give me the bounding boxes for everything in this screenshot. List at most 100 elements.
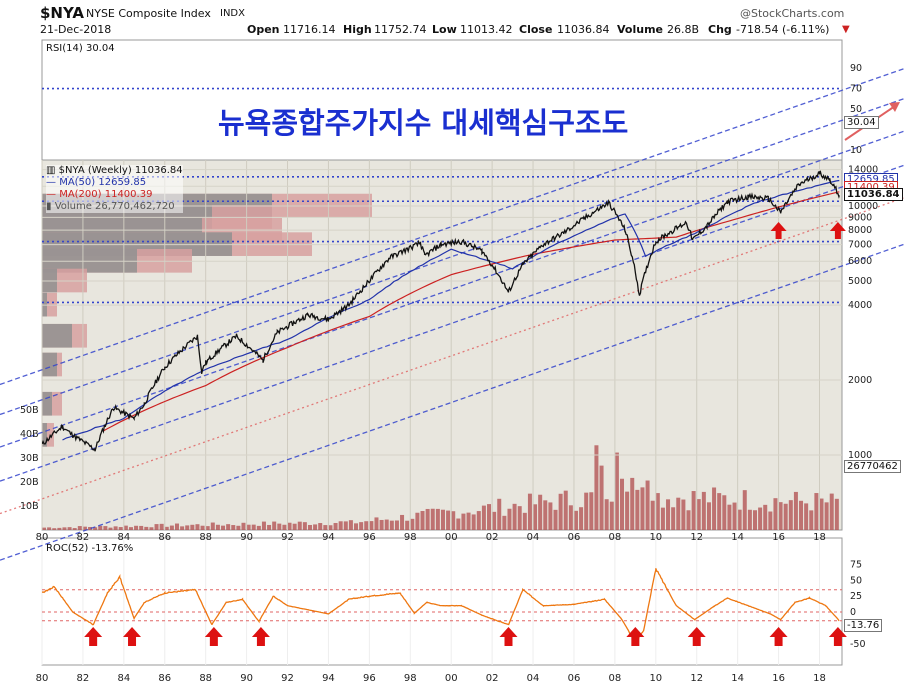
volume-bar <box>696 499 701 530</box>
volume-bar <box>42 527 46 530</box>
volume-bar <box>497 498 502 530</box>
price-tick-label: 8000 <box>848 225 872 236</box>
volume-bar <box>584 492 589 530</box>
volume-bar <box>752 510 757 530</box>
x-tick-label-bottom: 90 <box>240 673 253 684</box>
volume-bar <box>389 520 394 530</box>
volume-tick-label: 30B <box>20 453 39 464</box>
x-tick-label: 12 <box>690 532 703 543</box>
volume-bar <box>118 527 123 530</box>
price-legend: ▥ $NYA (Weekly) 11036.84 — MA(50) 12659.… <box>46 165 183 213</box>
support-arrow <box>828 627 847 646</box>
volume-bar <box>333 522 338 530</box>
x-tick-label: 04 <box>527 532 540 543</box>
low-value: 11013.42 <box>460 23 513 36</box>
volume-bar <box>553 509 558 530</box>
volume-bar <box>722 495 727 530</box>
x-tick-label-bottom: 06 <box>568 673 581 684</box>
volume-bar <box>174 523 179 530</box>
legend-ma50-text: MA(50) 12659.85 <box>59 177 147 188</box>
price-series <box>42 170 840 452</box>
volume-bar <box>394 520 399 530</box>
volume-bar <box>425 508 430 530</box>
x-tick-label-bottom: 88 <box>199 673 212 684</box>
volume-bar <box>261 521 266 530</box>
volume-bar <box>256 525 261 530</box>
x-tick-label: 84 <box>117 532 130 543</box>
volume-bar <box>215 524 220 530</box>
x-tick-label: 80 <box>36 532 49 543</box>
volume-bar <box>328 525 333 530</box>
dropdown-icon[interactable]: ▼ <box>842 24 850 35</box>
volume-bar <box>799 500 804 530</box>
x-tick-label: 96 <box>363 532 376 543</box>
open-value: 11716.14 <box>283 23 336 36</box>
volume-bar <box>430 508 435 530</box>
volume-bar <box>783 503 788 530</box>
volume-bar <box>476 511 481 530</box>
volume-bar <box>512 503 517 530</box>
high-label: High <box>343 23 372 36</box>
volume-bar <box>144 526 149 530</box>
x-tick-label-bottom: 10 <box>649 673 662 684</box>
volume-bar <box>829 493 834 530</box>
x-tick-label: 98 <box>404 532 417 543</box>
volume-bar <box>139 525 144 530</box>
volume-bar <box>481 505 486 530</box>
x-tick-label-bottom: 92 <box>281 673 294 684</box>
x-tick-label: 06 <box>568 532 581 543</box>
volume-bar <box>318 523 323 530</box>
price-tick-label: 4000 <box>848 300 872 311</box>
rsi-tick-label: 50 <box>850 104 862 115</box>
volume-bar <box>635 489 640 530</box>
volume-bar <box>727 504 732 530</box>
volume-value: 26.8B <box>667 23 700 36</box>
volume-bar <box>660 507 665 530</box>
volume-bar <box>640 487 645 530</box>
volume-bars <box>42 445 839 530</box>
x-tick-label: 90 <box>240 532 253 543</box>
volume-bar <box>98 525 103 530</box>
roc-series <box>42 568 842 644</box>
volume-bar <box>533 504 538 530</box>
volume-bar <box>471 514 476 530</box>
volume-bar <box>589 492 594 530</box>
volume-bar <box>568 505 573 530</box>
volume-tick-label: 50B <box>20 405 39 416</box>
volume-bar <box>77 526 82 530</box>
volume-bar <box>681 499 686 530</box>
volume-bar <box>292 523 297 530</box>
volume-bar <box>446 510 451 530</box>
close-value: 11036.84 <box>557 23 610 36</box>
x-tick-label-bottom: 86 <box>158 673 171 684</box>
volume-bar <box>200 525 205 530</box>
vbp-bar-up <box>42 352 57 377</box>
volume-bar <box>67 527 72 530</box>
price-tick-label: 14000 <box>848 165 878 176</box>
price-tick-label: 6000 <box>848 256 872 267</box>
volume-bar <box>93 527 98 530</box>
x-tick-label-bottom: 14 <box>731 673 744 684</box>
volume-bar <box>487 504 492 530</box>
volume-bar <box>287 522 292 530</box>
x-tick-label-bottom: 82 <box>77 673 90 684</box>
x-tick-label: 00 <box>445 532 458 543</box>
volume-bar <box>717 493 722 530</box>
x-tick-label-bottom: 84 <box>117 673 130 684</box>
volume-bar <box>123 525 128 530</box>
vbp-bar-up <box>42 423 47 447</box>
x-tick-label: 10 <box>649 532 662 543</box>
volume-bar <box>548 502 553 530</box>
volume-bar <box>297 521 302 530</box>
ma200-line <box>103 191 840 432</box>
volume-bar <box>793 491 798 530</box>
volume-bar <box>246 524 251 530</box>
volume-bar <box>405 520 410 530</box>
rsi-badge: 30.04 <box>844 116 879 129</box>
volume-bar <box>410 518 415 530</box>
volume-bar <box>435 508 440 530</box>
symbol: $NYA <box>40 4 85 22</box>
support-arrow <box>687 627 706 646</box>
price-support-arrow <box>770 222 787 239</box>
